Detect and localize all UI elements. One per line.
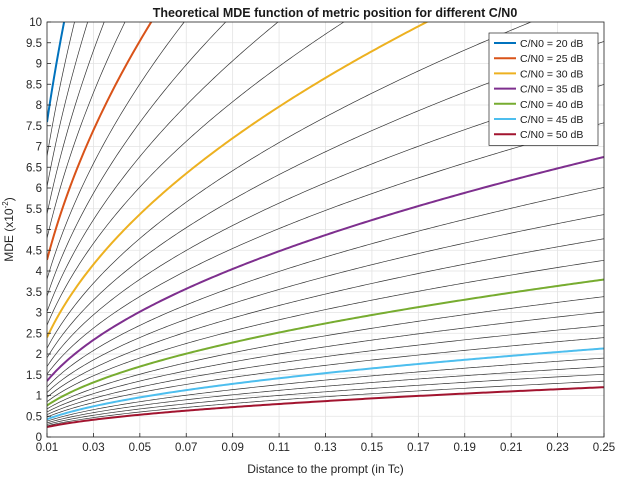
y-tick-label: 8	[36, 100, 42, 112]
y-axis-ticks: 0 0.5 1 1.5 2 2.5 3 3.5 4 4.5 5 5.5 6 6.5 7 7.5 8 8.5 9 9.5…	[26, 17, 51, 444]
background-curve	[47, 22, 105, 215]
series-line	[47, 386, 604, 429]
background-curve	[47, 325, 604, 416]
background-curve	[47, 357, 604, 422]
x-tick-label: 0.23	[546, 442, 568, 454]
y-tick-label: 2	[36, 349, 42, 361]
y-tick-label: 0	[36, 432, 42, 444]
x-tick-label: 0.01	[36, 442, 58, 454]
legend-label: C/N0 = 35 dB	[520, 84, 583, 96]
y-tick-label: 1.5	[26, 370, 42, 382]
y-tick-label: 10	[29, 17, 42, 29]
x-tick-label: 0.11	[268, 442, 290, 454]
series-line	[47, 278, 604, 407]
background-curve	[47, 296, 604, 410]
y-tick-label: 2.5	[26, 328, 42, 340]
background-curve	[47, 22, 126, 239]
y-tick-label: 4.5	[26, 245, 42, 257]
legend-label: C/N0 = 30 dB	[520, 68, 583, 80]
y-tick-label: 3.5	[26, 287, 42, 299]
series-line	[47, 22, 66, 123]
x-tick-label: 0.03	[82, 442, 104, 454]
y-tick-label: 6	[36, 183, 42, 195]
background-curve	[47, 214, 604, 393]
y-tick-label: 5.5	[26, 204, 42, 216]
y-tick-label: 8.5	[26, 79, 42, 91]
y-tick-label: 7.5	[26, 121, 42, 133]
background-curve	[47, 22, 279, 312]
x-tick-label: 0.17	[407, 442, 429, 454]
x-tick-label: 0.05	[129, 442, 151, 454]
y-tick-label: 0.5	[26, 411, 42, 423]
background-curve	[47, 22, 227, 297]
y-tick-label: 3	[36, 308, 42, 320]
x-tick-label: 0.21	[500, 442, 522, 454]
x-tick-label: 0.09	[221, 442, 243, 454]
chart-title: Theoretical MDE function of metric posit…	[153, 6, 518, 20]
series-curves	[47, 22, 604, 429]
background-curve	[47, 22, 185, 280]
background-curve	[47, 22, 75, 157]
x-tick-label: 0.07	[175, 442, 197, 454]
y-tick-label: 4	[36, 266, 43, 278]
x-axis-ticks: 0.01 0.03 0.05 0.07 0.09 0.11 0.13 0.15 0.17 0.19…	[36, 433, 615, 454]
legend-label: C/N0 = 20 dB	[520, 38, 583, 50]
background-curve	[47, 373, 604, 425]
background-curve	[47, 380, 604, 427]
y-tick-label: 9.5	[26, 38, 42, 50]
series-line	[47, 155, 604, 382]
background-curve	[47, 22, 345, 326]
legend-label: C/N0 = 45 dB	[520, 114, 583, 126]
background-curve	[47, 259, 604, 402]
x-tick-label: 0.13	[314, 442, 336, 454]
series-line	[47, 22, 153, 261]
legend-label: C/N0 = 40 dB	[520, 99, 583, 111]
background-curve	[47, 122, 604, 375]
legend: C/N0 = 20 dB C/N0 = 25 dB C/N0 = 30 dB C/N0…	[488, 32, 599, 146]
series-line	[47, 22, 429, 338]
y-axis-label-main: MDE (x10	[2, 208, 16, 262]
x-tick-label: 0.15	[361, 442, 383, 454]
background-curve	[47, 311, 604, 413]
x-axis-label: Distance to the prompt (in Tc)	[247, 462, 404, 476]
background-curve	[47, 238, 604, 398]
y-tick-label: 9	[36, 59, 42, 71]
y-axis-label-close: )	[2, 197, 16, 201]
background-curve	[47, 337, 604, 418]
y-tick-label: 6.5	[26, 162, 42, 174]
background-curve	[47, 187, 604, 388]
y-axis-label-exponent: -2	[1, 201, 10, 209]
background-curve	[47, 366, 604, 424]
series-line	[47, 347, 604, 421]
y-tick-label: 7	[36, 142, 42, 154]
x-tick-label: 0.19	[454, 442, 476, 454]
legend-label: C/N0 = 50 dB	[520, 129, 583, 141]
y-axis-label: MDE (x10-2)	[1, 197, 16, 261]
x-tick-label: 0.25	[593, 442, 615, 454]
legend-label: C/N0 = 25 dB	[520, 53, 583, 65]
y-tick-label: 1	[36, 391, 42, 403]
y-tick-label: 5	[36, 225, 42, 237]
